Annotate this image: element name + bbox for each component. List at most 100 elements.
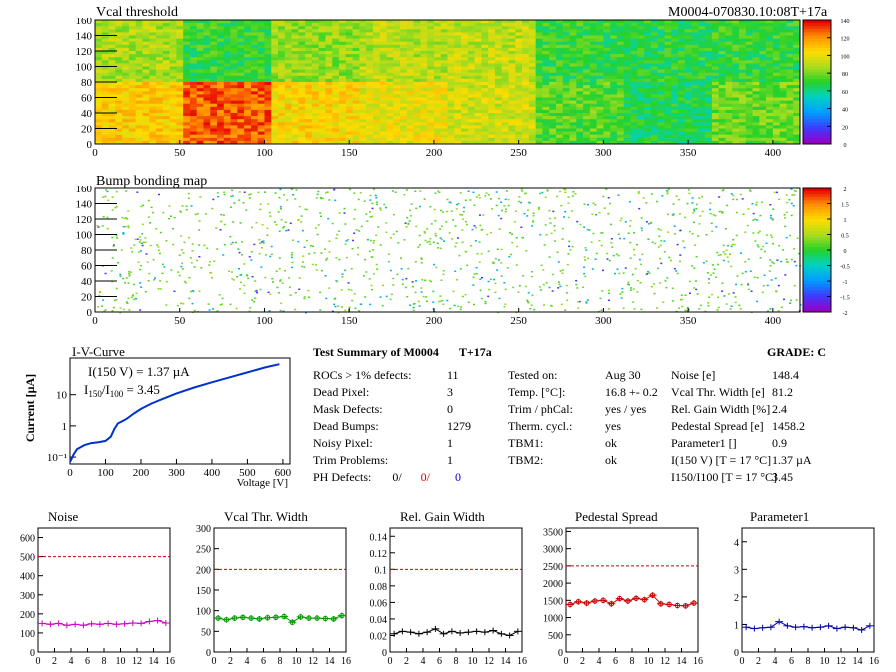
heatmap-cell xyxy=(264,88,272,92)
heatmap-cell xyxy=(535,85,543,89)
heatmap-cell xyxy=(759,97,767,101)
heatmap-cell xyxy=(183,137,191,142)
heatmap-cell xyxy=(278,47,286,52)
bump-defect-mark xyxy=(769,217,772,219)
bump-defect-mark xyxy=(752,219,755,221)
bump-defect-mark xyxy=(774,277,777,280)
heatmap-cell xyxy=(264,60,272,64)
heatmap-cell xyxy=(562,109,570,114)
heatmap-cell xyxy=(583,119,591,123)
heatmap-cell xyxy=(372,66,381,70)
heatmap-cell xyxy=(162,88,170,92)
heatmap-cell xyxy=(677,32,686,36)
heatmap-cell xyxy=(108,32,116,36)
heatmap-cell xyxy=(657,47,665,52)
heatmap-cell xyxy=(766,134,774,139)
heatmap-cell xyxy=(372,32,381,36)
heatmap-cell xyxy=(264,109,272,114)
heatmap-cell xyxy=(128,94,136,98)
heatmap-cell xyxy=(149,82,157,86)
heatmap-cell xyxy=(603,63,611,67)
heatmap-cell xyxy=(298,78,306,83)
heatmap-cell xyxy=(298,116,306,120)
color-scale-cell xyxy=(803,100,831,105)
heatmap-cell xyxy=(677,78,686,83)
heatmap-cell xyxy=(718,131,726,135)
heatmap-cell xyxy=(494,91,503,95)
bump-defect-mark xyxy=(445,221,448,223)
bump-defect-mark xyxy=(725,249,728,251)
heatmap-cell xyxy=(671,41,679,46)
bump-defect-mark xyxy=(420,261,423,264)
heatmap-cell xyxy=(420,44,428,49)
heatmap-cell xyxy=(298,125,306,129)
heatmap-cell xyxy=(664,35,672,39)
heatmap-cell xyxy=(189,23,197,27)
heatmap-cell xyxy=(555,35,564,39)
heatmap-cell xyxy=(400,57,408,61)
bump-defect-mark xyxy=(111,236,114,239)
bump-defect-mark xyxy=(480,229,483,231)
heatmap-cell xyxy=(359,97,367,101)
heatmap-cell xyxy=(745,113,753,117)
heatmap-cell xyxy=(135,69,143,73)
bump-defect-mark xyxy=(532,212,535,214)
heatmap-cell xyxy=(115,91,123,95)
heatmap-cell xyxy=(745,134,753,139)
bump-defect-mark xyxy=(598,239,601,242)
heatmap-cell xyxy=(183,85,191,89)
heatmap-cell xyxy=(440,134,448,139)
heatmap-cell xyxy=(664,109,672,114)
heatmap-cell xyxy=(691,60,699,64)
heatmap-cell xyxy=(183,51,191,55)
heatmap-cell xyxy=(691,41,699,46)
heatmap-cell xyxy=(454,72,462,77)
heatmap-cell xyxy=(542,78,550,83)
heatmap-cell xyxy=(555,94,564,98)
heatmap-cell xyxy=(339,69,347,73)
bump-defect-mark xyxy=(559,270,562,272)
heatmap-cell xyxy=(210,26,218,30)
heatmap-cell xyxy=(406,88,414,92)
heatmap-cell xyxy=(156,32,164,36)
heatmap-cell xyxy=(501,23,509,27)
heatmap-cell xyxy=(318,103,326,108)
heatmap-cell xyxy=(311,116,320,120)
heatmap-cell xyxy=(115,103,123,108)
heatmap-cell xyxy=(366,85,374,89)
heatmap-cell xyxy=(359,122,367,126)
heatmap-cell xyxy=(149,78,157,83)
heatmap-cell xyxy=(244,100,252,104)
heatmap-cell xyxy=(257,69,265,73)
bump-defect-mark xyxy=(372,273,375,275)
bump-defect-mark xyxy=(667,231,670,233)
heatmap-cell xyxy=(447,66,455,70)
heatmap-cell xyxy=(156,125,164,129)
heatmap-cell xyxy=(725,44,733,49)
heatmap-cell xyxy=(95,29,103,33)
bump-defect-mark xyxy=(439,237,442,239)
heatmap-cell xyxy=(183,116,191,120)
heatmap-cell xyxy=(108,94,116,98)
heatmap-cell xyxy=(95,35,103,39)
heatmap-cell xyxy=(339,32,347,36)
heatmap-cell xyxy=(718,85,726,89)
heatmap-cell xyxy=(488,23,496,27)
heatmap-cell xyxy=(128,44,136,49)
heatmap-cell xyxy=(786,47,794,52)
heatmap-cell xyxy=(610,94,618,98)
heatmap-cell xyxy=(481,38,489,42)
heatmap-cell xyxy=(488,94,496,98)
heatmap-cell xyxy=(413,100,421,104)
heatmap-cell xyxy=(101,29,109,33)
bump-defect-mark xyxy=(422,295,425,298)
heatmap-cell xyxy=(440,66,448,70)
heatmap-cell xyxy=(562,41,570,46)
heatmap-cell xyxy=(650,100,658,104)
bump-defect-mark xyxy=(479,278,482,280)
heatmap-cell xyxy=(244,106,252,111)
heatmap-cell xyxy=(759,41,767,46)
bump-defect-mark xyxy=(511,241,514,244)
heatmap-cell xyxy=(684,97,692,101)
heatmap-cell xyxy=(291,35,299,39)
